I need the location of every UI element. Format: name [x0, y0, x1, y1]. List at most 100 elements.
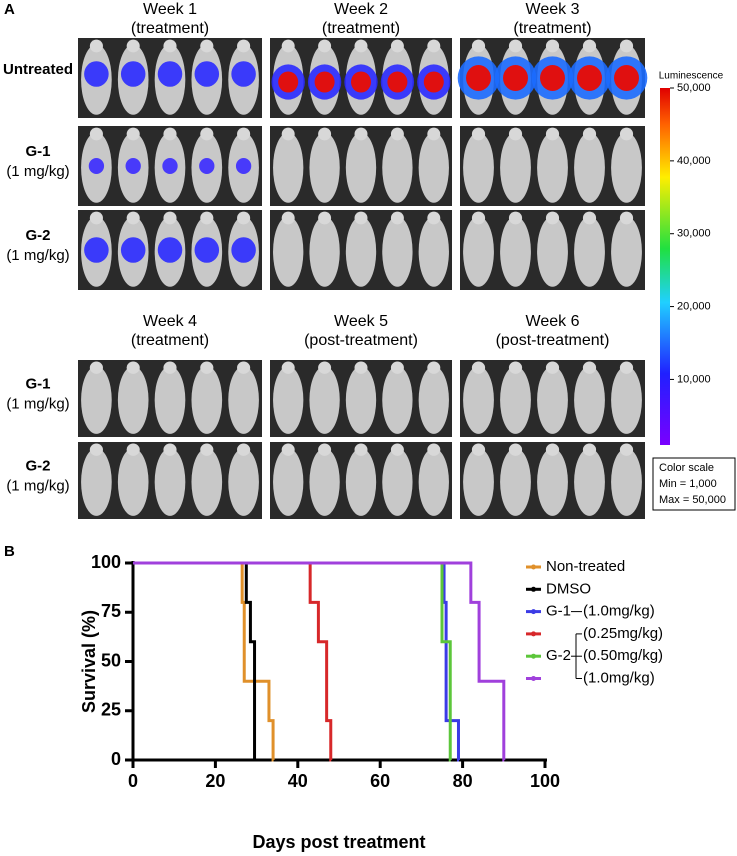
column-header: Week 5: [334, 313, 388, 330]
panel-label: A: [4, 1, 15, 18]
y-axis-label: Survival (%): [79, 610, 99, 713]
y-tick-label: 75: [101, 601, 121, 621]
y-tick-label: 50: [101, 650, 121, 670]
mouse-head: [427, 39, 441, 53]
luminescence: [84, 237, 109, 263]
survival-curve: [133, 561, 275, 762]
mouse-head: [619, 127, 634, 141]
mouse-head: [508, 127, 523, 141]
mouse: [273, 366, 304, 434]
mouse-head: [89, 211, 103, 225]
survival-curve: [133, 561, 460, 762]
column-header: (treatment): [513, 20, 591, 37]
mouse-head: [545, 127, 560, 141]
mouse: [191, 448, 223, 516]
survival-curve: [133, 561, 452, 762]
mouse-head: [390, 211, 404, 225]
mouse: [309, 448, 340, 516]
mouse: [500, 448, 531, 516]
row-label: G-2: [25, 227, 50, 244]
column-header: Week 2: [334, 1, 388, 18]
x-tick-label: 20: [205, 771, 225, 791]
column-header: (treatment): [322, 20, 400, 37]
mouse-head: [619, 39, 634, 53]
mouse-head: [471, 211, 486, 225]
luminescence: [466, 65, 491, 91]
mouse: [463, 216, 494, 287]
legend-group: G-2: [546, 647, 571, 664]
luminescence: [614, 65, 639, 91]
luminescence: [231, 237, 256, 263]
legend-swatch: [531, 609, 536, 615]
mouse-head: [354, 39, 368, 53]
mouse: [273, 448, 304, 516]
mouse: [574, 216, 605, 287]
luminescence: [278, 71, 299, 93]
colorbar-tick-label: 20,000: [677, 300, 711, 312]
mouse-head: [390, 361, 404, 374]
mouse: [309, 132, 340, 203]
mouse-head: [89, 361, 103, 374]
mouse-head: [508, 361, 523, 374]
mouse: [81, 448, 112, 516]
column-header: (treatment): [131, 332, 209, 349]
mouse-head: [163, 211, 177, 225]
mouse-head: [619, 361, 634, 374]
mouse-head: [237, 39, 251, 53]
mouse: [418, 216, 449, 287]
mouse: [574, 448, 605, 516]
survival-curve: [133, 561, 506, 762]
luminescence: [194, 237, 220, 263]
legend-label: (0.50mg/kg): [583, 647, 663, 664]
mouse: [574, 366, 605, 434]
y-tick-label: 0: [111, 749, 121, 769]
mouse: [537, 216, 568, 287]
column-header: Week 3: [526, 1, 580, 18]
mouse-head: [427, 443, 441, 456]
mouse: [191, 366, 223, 434]
mouse-head: [582, 127, 597, 141]
mouse-head: [318, 443, 332, 456]
mouse: [228, 366, 259, 434]
luminescence: [387, 71, 408, 93]
mouse-head: [582, 39, 597, 53]
luminescence: [235, 158, 252, 174]
mouse: [345, 132, 377, 203]
row-label: G-2: [25, 457, 50, 474]
legend-label: (1.0mg/kg): [583, 669, 655, 686]
mouse-head: [200, 443, 214, 456]
mouse-head: [471, 39, 486, 53]
mouse-head: [89, 443, 103, 456]
mouse: [273, 216, 304, 287]
column-header: (post-treatment): [496, 332, 610, 349]
mouse-head: [354, 443, 368, 456]
mouse-head: [126, 443, 140, 456]
mouse-head: [390, 443, 404, 456]
mouse-head: [619, 211, 634, 225]
mouse-head: [582, 443, 597, 456]
mouse-head: [354, 361, 368, 374]
luminescence: [125, 158, 141, 174]
mouse-head: [318, 39, 332, 53]
luminescence: [84, 61, 109, 87]
mouse: [500, 216, 531, 287]
mouse-head: [545, 443, 560, 456]
luminescence: [314, 71, 335, 93]
mouse-head: [237, 127, 251, 141]
x-tick-label: 60: [370, 771, 390, 791]
column-header: Week 1: [143, 1, 197, 18]
mouse: [418, 448, 449, 516]
y-tick-label: 25: [101, 700, 121, 720]
scale-note-box: [652, 457, 736, 511]
mouse: [345, 216, 377, 287]
mouse-head: [427, 361, 441, 374]
mouse: [500, 366, 531, 434]
mouse: [463, 132, 494, 203]
luminescence: [157, 237, 183, 263]
legend-swatch: [531, 631, 536, 637]
mouse-head: [126, 361, 140, 374]
colorbar-tick-label: 10,000: [677, 373, 711, 385]
mouse-head: [237, 211, 251, 225]
luminescence: [120, 61, 146, 87]
